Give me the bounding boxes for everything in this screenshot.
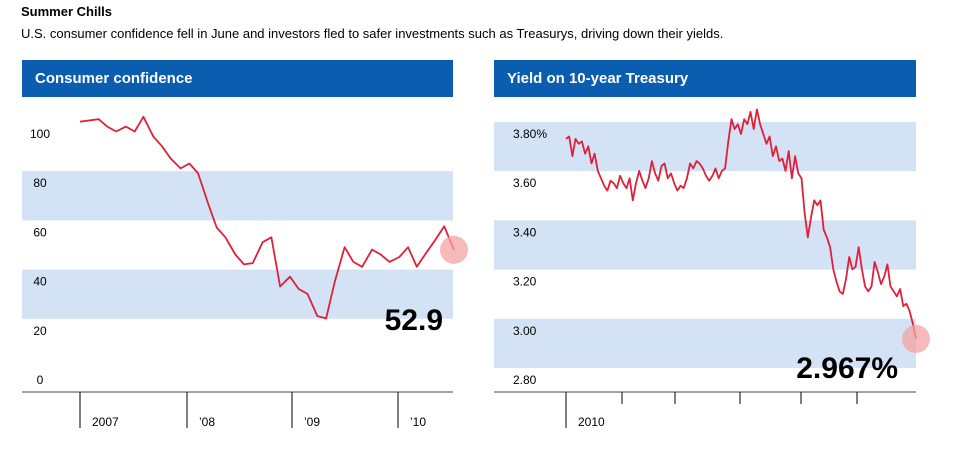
band-1 <box>22 171 453 221</box>
y-tick-label: 40 <box>33 275 47 289</box>
band-1 <box>494 220 916 270</box>
series-line <box>79 115 455 320</box>
panel-header-treasury-yield: Yield on 10-year Treasury <box>494 60 916 97</box>
x-tick-label: ’10 <box>410 415 426 429</box>
y-tick-label: 3.20 <box>513 275 537 289</box>
y-tick-label: 3.60 <box>513 176 537 190</box>
y-tick-label: 60 <box>33 225 47 239</box>
x-tick-label: ’09 <box>304 415 320 429</box>
end-marker <box>440 235 468 264</box>
y-tick-label: 80 <box>33 176 47 190</box>
y-tick-label: 3.80% <box>513 127 547 141</box>
x-tick-label: ’08 <box>199 415 215 429</box>
series-line <box>565 108 917 340</box>
chart-subtitle: U.S. consumer confidence fell in June an… <box>21 26 724 41</box>
y-tick-label: 3.40 <box>513 225 537 239</box>
x-tick-label: 2007 <box>92 415 119 429</box>
band-2 <box>494 122 916 172</box>
y-tick-label: 2.80 <box>513 373 537 387</box>
x-tick-label: 2010 <box>578 415 605 429</box>
callout-value: 2.967% <box>796 352 898 385</box>
chart-0: 0 20 40 60 80 100 2007 ’08 ’09 ’10 52.9 <box>22 115 468 429</box>
y-tick-label: 20 <box>33 324 47 338</box>
y-tick-label: 100 <box>30 127 50 141</box>
end-marker <box>902 324 930 353</box>
y-tick-label: 3.00 <box>513 324 537 338</box>
band-0 <box>22 269 453 319</box>
band-0 <box>494 318 916 368</box>
chart-1: 2.80 3.00 3.20 3.40 3.60 3.80% 2010 2.967% <box>494 108 930 429</box>
y-tick-label: 0 <box>37 373 44 387</box>
chart-title: Summer Chills <box>21 4 113 19</box>
panel-header-consumer-confidence: Consumer confidence <box>22 60 453 97</box>
callout-value: 52.9 <box>385 304 443 337</box>
